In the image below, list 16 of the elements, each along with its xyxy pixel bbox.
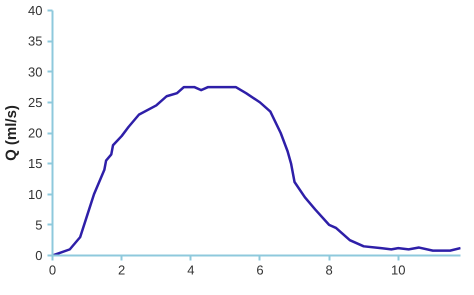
y-tick-label: 15 bbox=[28, 156, 43, 172]
y-tick-label: 10 bbox=[28, 186, 43, 202]
x-tick-label: 4 bbox=[187, 262, 194, 278]
x-tick-label: 6 bbox=[256, 262, 264, 278]
y-tick-label: 40 bbox=[28, 3, 43, 18]
y-tick-label: 5 bbox=[35, 217, 43, 232]
y-tick-label: 35 bbox=[28, 34, 43, 49]
y-tick-label: 30 bbox=[28, 64, 43, 80]
y-tick-label: 20 bbox=[28, 126, 43, 140]
y-tick-label: 25 bbox=[28, 94, 43, 110]
y-tick-label: 0 bbox=[35, 248, 43, 263]
x-tick-label: 8 bbox=[325, 262, 333, 278]
x-tick-label: 2 bbox=[118, 262, 126, 278]
x-tick-label: 0 bbox=[48, 262, 56, 278]
y-axis-title: Q (ml/s) bbox=[3, 105, 20, 161]
x-tick-label: 10 bbox=[391, 262, 406, 278]
